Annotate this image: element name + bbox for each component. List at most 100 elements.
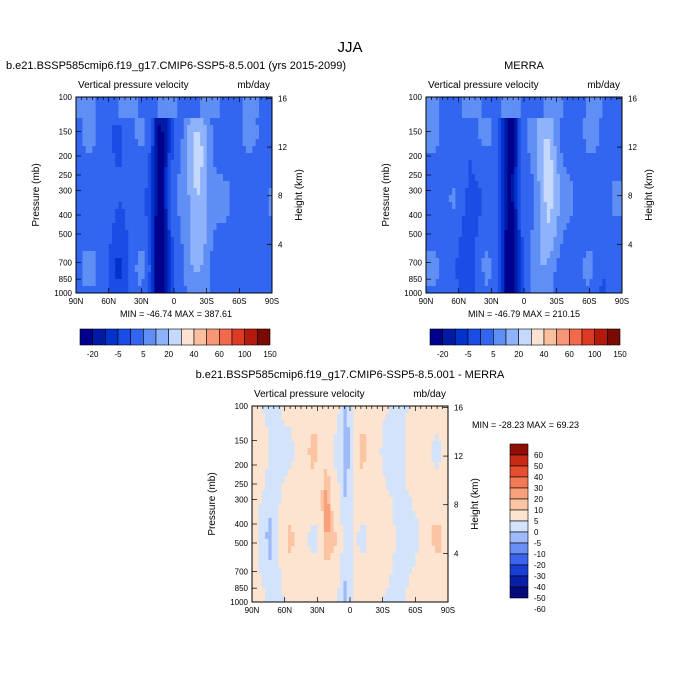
heatmap-cell (550, 237, 554, 245)
heatmap-cell (543, 104, 548, 112)
heatmap-cell (278, 469, 282, 477)
heatmap-cell (336, 490, 341, 498)
heatmap-cell (125, 223, 129, 231)
heatmap-cell (602, 216, 607, 224)
y-tick-label: 250 (409, 171, 423, 180)
heatmap-cell (177, 188, 181, 196)
heatmap-cell (118, 265, 123, 273)
heatmap-cell (291, 476, 295, 484)
heatmap-cell (491, 195, 495, 203)
heatmap-cell (546, 174, 551, 182)
heatmap-cell (385, 483, 390, 491)
heatmap-cell (556, 146, 561, 154)
heatmap-cell (559, 153, 564, 161)
heatmap-cell (160, 167, 165, 175)
heatmap-cell (105, 244, 110, 252)
heatmap-cell (219, 153, 224, 161)
heatmap-cell (399, 504, 403, 512)
heatmap-cell (576, 160, 580, 168)
heatmap-cell (444, 462, 449, 470)
heatmap-cell (278, 532, 282, 540)
heatmap-cell (553, 146, 558, 154)
heatmap-cell (369, 546, 374, 554)
heatmap-cell (520, 132, 525, 140)
y-tick-label: 500 (409, 230, 423, 239)
heatmap-cell (418, 469, 423, 477)
heatmap-cell (245, 286, 250, 294)
heatmap-cell (366, 560, 370, 568)
heatmap-cell (111, 209, 116, 217)
heatmap-cell (540, 195, 544, 203)
x-tick-label: 90N (69, 297, 84, 306)
heatmap-cell (242, 216, 247, 224)
heatmap-cell (559, 132, 564, 140)
heatmap-cell (379, 490, 384, 498)
heatmap-cell (550, 251, 554, 259)
heatmap-cell (392, 441, 397, 449)
y-tick-label: 200 (59, 152, 73, 161)
heatmap-cell (284, 560, 289, 568)
heatmap-cell (418, 511, 423, 519)
heatmap-cell (85, 111, 90, 119)
heatmap-cell (431, 560, 436, 568)
heatmap-cell (343, 413, 348, 421)
heatmap-cell (431, 483, 436, 491)
heatmap-cell (111, 258, 116, 266)
heatmap-cell (274, 560, 279, 568)
heatmap-cell (553, 244, 558, 252)
heatmap-cell (82, 97, 87, 105)
heatmap-cell (429, 181, 433, 189)
heatmap-cell (242, 167, 247, 175)
heatmap-cell (255, 518, 259, 526)
heatmap-cell (151, 118, 155, 126)
heatmap-cell (323, 462, 328, 470)
heatmap-cell (569, 237, 574, 245)
heatmap-cell (507, 174, 512, 182)
heatmap-cell (359, 483, 364, 491)
heatmap-cell (491, 279, 495, 287)
heatmap-cell (79, 209, 83, 217)
heatmap-cell (579, 146, 584, 154)
heatmap-cell (592, 97, 597, 105)
heatmap-cell (203, 223, 208, 231)
heatmap-cell (527, 223, 531, 231)
heatmap-cell (301, 560, 305, 568)
heatmap-cell (118, 209, 123, 217)
heatmap-cell (471, 286, 476, 294)
heatmap-cell (428, 511, 433, 519)
heatmap-cell (170, 244, 175, 252)
heatmap-cell (475, 272, 479, 280)
heatmap-cell (444, 504, 449, 512)
heatmap-cell (441, 483, 446, 491)
heatmap-cell (605, 216, 610, 224)
heatmap-cell (258, 546, 263, 554)
heatmap-cell (395, 518, 400, 526)
heatmap-cell (514, 139, 518, 147)
heatmap-cell (92, 104, 96, 112)
heatmap-cell (481, 223, 486, 231)
heatmap-cell (484, 209, 489, 217)
heatmap-cell (160, 272, 165, 280)
heatmap-cell (258, 427, 263, 435)
heatmap-cell (98, 160, 103, 168)
heatmap-cell (608, 230, 613, 238)
heatmap-cell (494, 104, 499, 112)
heatmap-cell (323, 567, 328, 575)
heatmap-cell (455, 160, 460, 168)
heatmap-cell (307, 434, 312, 442)
heatmap-cell (216, 244, 221, 252)
heatmap-cell (108, 251, 113, 259)
heatmap-cell (183, 237, 188, 245)
heatmap-cell (501, 97, 505, 105)
heatmap-cell (507, 286, 512, 294)
heatmap-cell (602, 146, 607, 154)
heatmap-cell (524, 272, 528, 280)
heatmap-cell (445, 216, 450, 224)
heatmap-cell (89, 195, 93, 203)
heatmap-cell (190, 230, 194, 238)
heatmap-cell (510, 153, 515, 161)
heatmap-cell (592, 160, 597, 168)
heatmap-cell (452, 97, 456, 105)
heatmap-cell (439, 209, 443, 217)
